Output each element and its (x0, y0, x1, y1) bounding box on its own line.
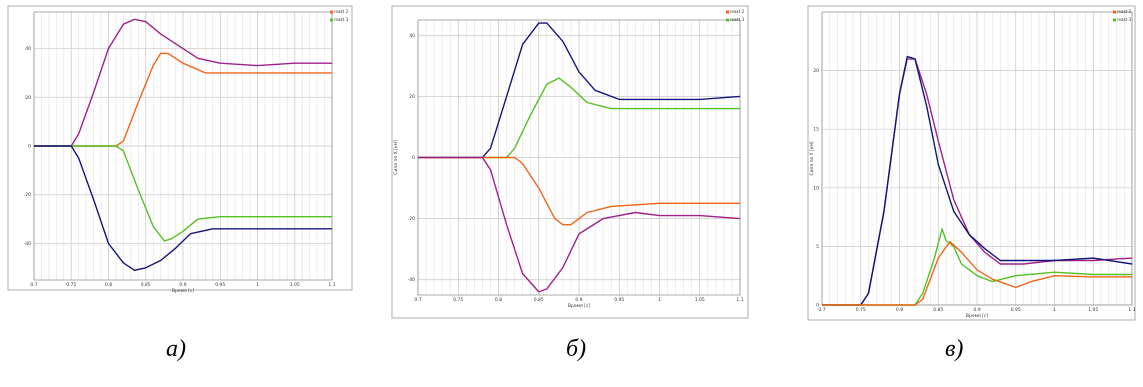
y-tick-label: 20 (409, 94, 415, 100)
y-tick-label: 0 (412, 155, 415, 161)
series-line (34, 52, 332, 147)
x-tick-label: 0.7 (414, 297, 421, 303)
series-line (822, 55, 1133, 306)
x-tick-label: 1.1 (1128, 307, 1135, 313)
x-tick-label: 0.95 (1011, 307, 1021, 313)
legend-swatch (1113, 10, 1116, 14)
x-tick-label: 1.1 (328, 282, 335, 288)
legend-label: reakt 2 (730, 9, 745, 14)
y-axis-label: Сила по Y [кН] (809, 141, 815, 175)
x-tick-label: 0.95 (215, 282, 225, 288)
y-tick-label: -20 (24, 192, 31, 198)
caption-c: в) (945, 336, 964, 362)
series-line (822, 228, 1132, 306)
series-line (418, 22, 741, 159)
x-axis-label: Время [с] (568, 303, 590, 309)
y-tick-label: -40 (408, 277, 415, 283)
x-tick-label: 0.7 (30, 282, 37, 288)
x-tick-label: 0.75 (453, 297, 463, 303)
chart-a: 0.7 0.75 0.8 0.85 0.9 0.95 1 1.05 1.1 -40 -20 0 20 40… (7, 5, 353, 294)
x-tick-label: 0.8 (896, 307, 903, 313)
legend-label: reakt 2 (334, 9, 349, 14)
chart-panel-c: 0.7 0.75 0.8 0.85 0.9 0.95 1 1.05 1.1 0 5 10 15 20 Вре… (800, 0, 1143, 387)
x-tick-label: 1 (658, 297, 661, 303)
x-axis-label: Время [с] (172, 288, 194, 294)
series-line (34, 18, 332, 147)
x-tick-label: 1.05 (695, 297, 705, 303)
series-line (34, 145, 332, 242)
series-line (418, 156, 741, 293)
y-axis-label: Сила по X [кН] (393, 140, 399, 175)
x-tick-label: 1 (256, 282, 259, 288)
series-line (418, 77, 740, 159)
y-tick-label: 0 (816, 303, 819, 309)
chart-c: 0.7 0.75 0.8 0.85 0.9 0.95 1 1.05 1.1 0 5 10 15 20 Вре… (807, 5, 1136, 321)
y-tick-label: 5 (816, 244, 819, 250)
chart-panel-b: 0.7 0.75 0.8 0.85 0.9 0.95 1 1.05 1.1 -40 -20 0 20 40… (388, 0, 768, 387)
x-tick-label: 1.05 (1088, 307, 1098, 313)
x-tick-label: 0.9 (973, 307, 980, 313)
caption-b: б) (566, 336, 587, 362)
y-tick-label: -40 (24, 241, 31, 247)
caption-a: а) (166, 336, 186, 362)
y-tick-label: 15 (813, 127, 819, 133)
legend-swatch (1113, 18, 1116, 22)
chart-frame (807, 5, 1136, 321)
x-tick-label: 0.95 (614, 297, 624, 303)
chart-panel-a: 0.7 0.75 0.8 0.85 0.9 0.95 1 1.05 1.1 -40 -20 0 20 40… (0, 0, 380, 387)
x-tick-label: 0.85 (141, 282, 151, 288)
x-tick-label: 0.9 (179, 282, 186, 288)
y-tick-label: 0 (28, 144, 31, 150)
x-tick-label: 1.05 (290, 282, 300, 288)
y-tick-label: -20 (408, 216, 415, 222)
plot-area (821, 11, 1133, 306)
y-tick-label: 20 (25, 95, 31, 101)
x-axis-label: Время [с] (966, 313, 988, 319)
legend-label: reakt 3 (334, 17, 349, 22)
y-tick-label: 20 (813, 68, 819, 74)
series-line (822, 241, 1132, 306)
x-tick-label: 0.85 (933, 307, 943, 313)
x-tick-label: 0.7 (818, 307, 825, 313)
x-tick-label: 0.85 (534, 297, 544, 303)
legend-swatch (726, 18, 729, 22)
series-line (418, 156, 740, 226)
legend-label: reakt 3 (730, 17, 745, 22)
y-tick-label: 40 (409, 33, 415, 39)
x-tick-label: 0.9 (575, 297, 582, 303)
x-tick-label: 1.1 (736, 297, 743, 303)
chart-frame (391, 5, 749, 319)
legend-swatch (330, 10, 333, 14)
legend-swatch (330, 18, 333, 22)
legend-swatch (726, 10, 729, 14)
legend-label: reakt 2 (1117, 9, 1132, 14)
series-line (34, 145, 332, 271)
x-tick-label: 0.75 (856, 307, 866, 313)
x-tick-label: 0.8 (495, 297, 502, 303)
y-tick-label: 40 (25, 46, 31, 52)
x-tick-label: 0.8 (105, 282, 112, 288)
x-tick-label: 0.75 (66, 282, 76, 288)
legend-label: reakt 3 (1117, 17, 1132, 22)
x-tick-label: 1 (1053, 307, 1056, 313)
chart-b: 0.7 0.75 0.8 0.85 0.9 0.95 1 1.05 1.1 -40 -20 0 20 40… (391, 5, 749, 319)
y-tick-label: 10 (813, 185, 819, 191)
